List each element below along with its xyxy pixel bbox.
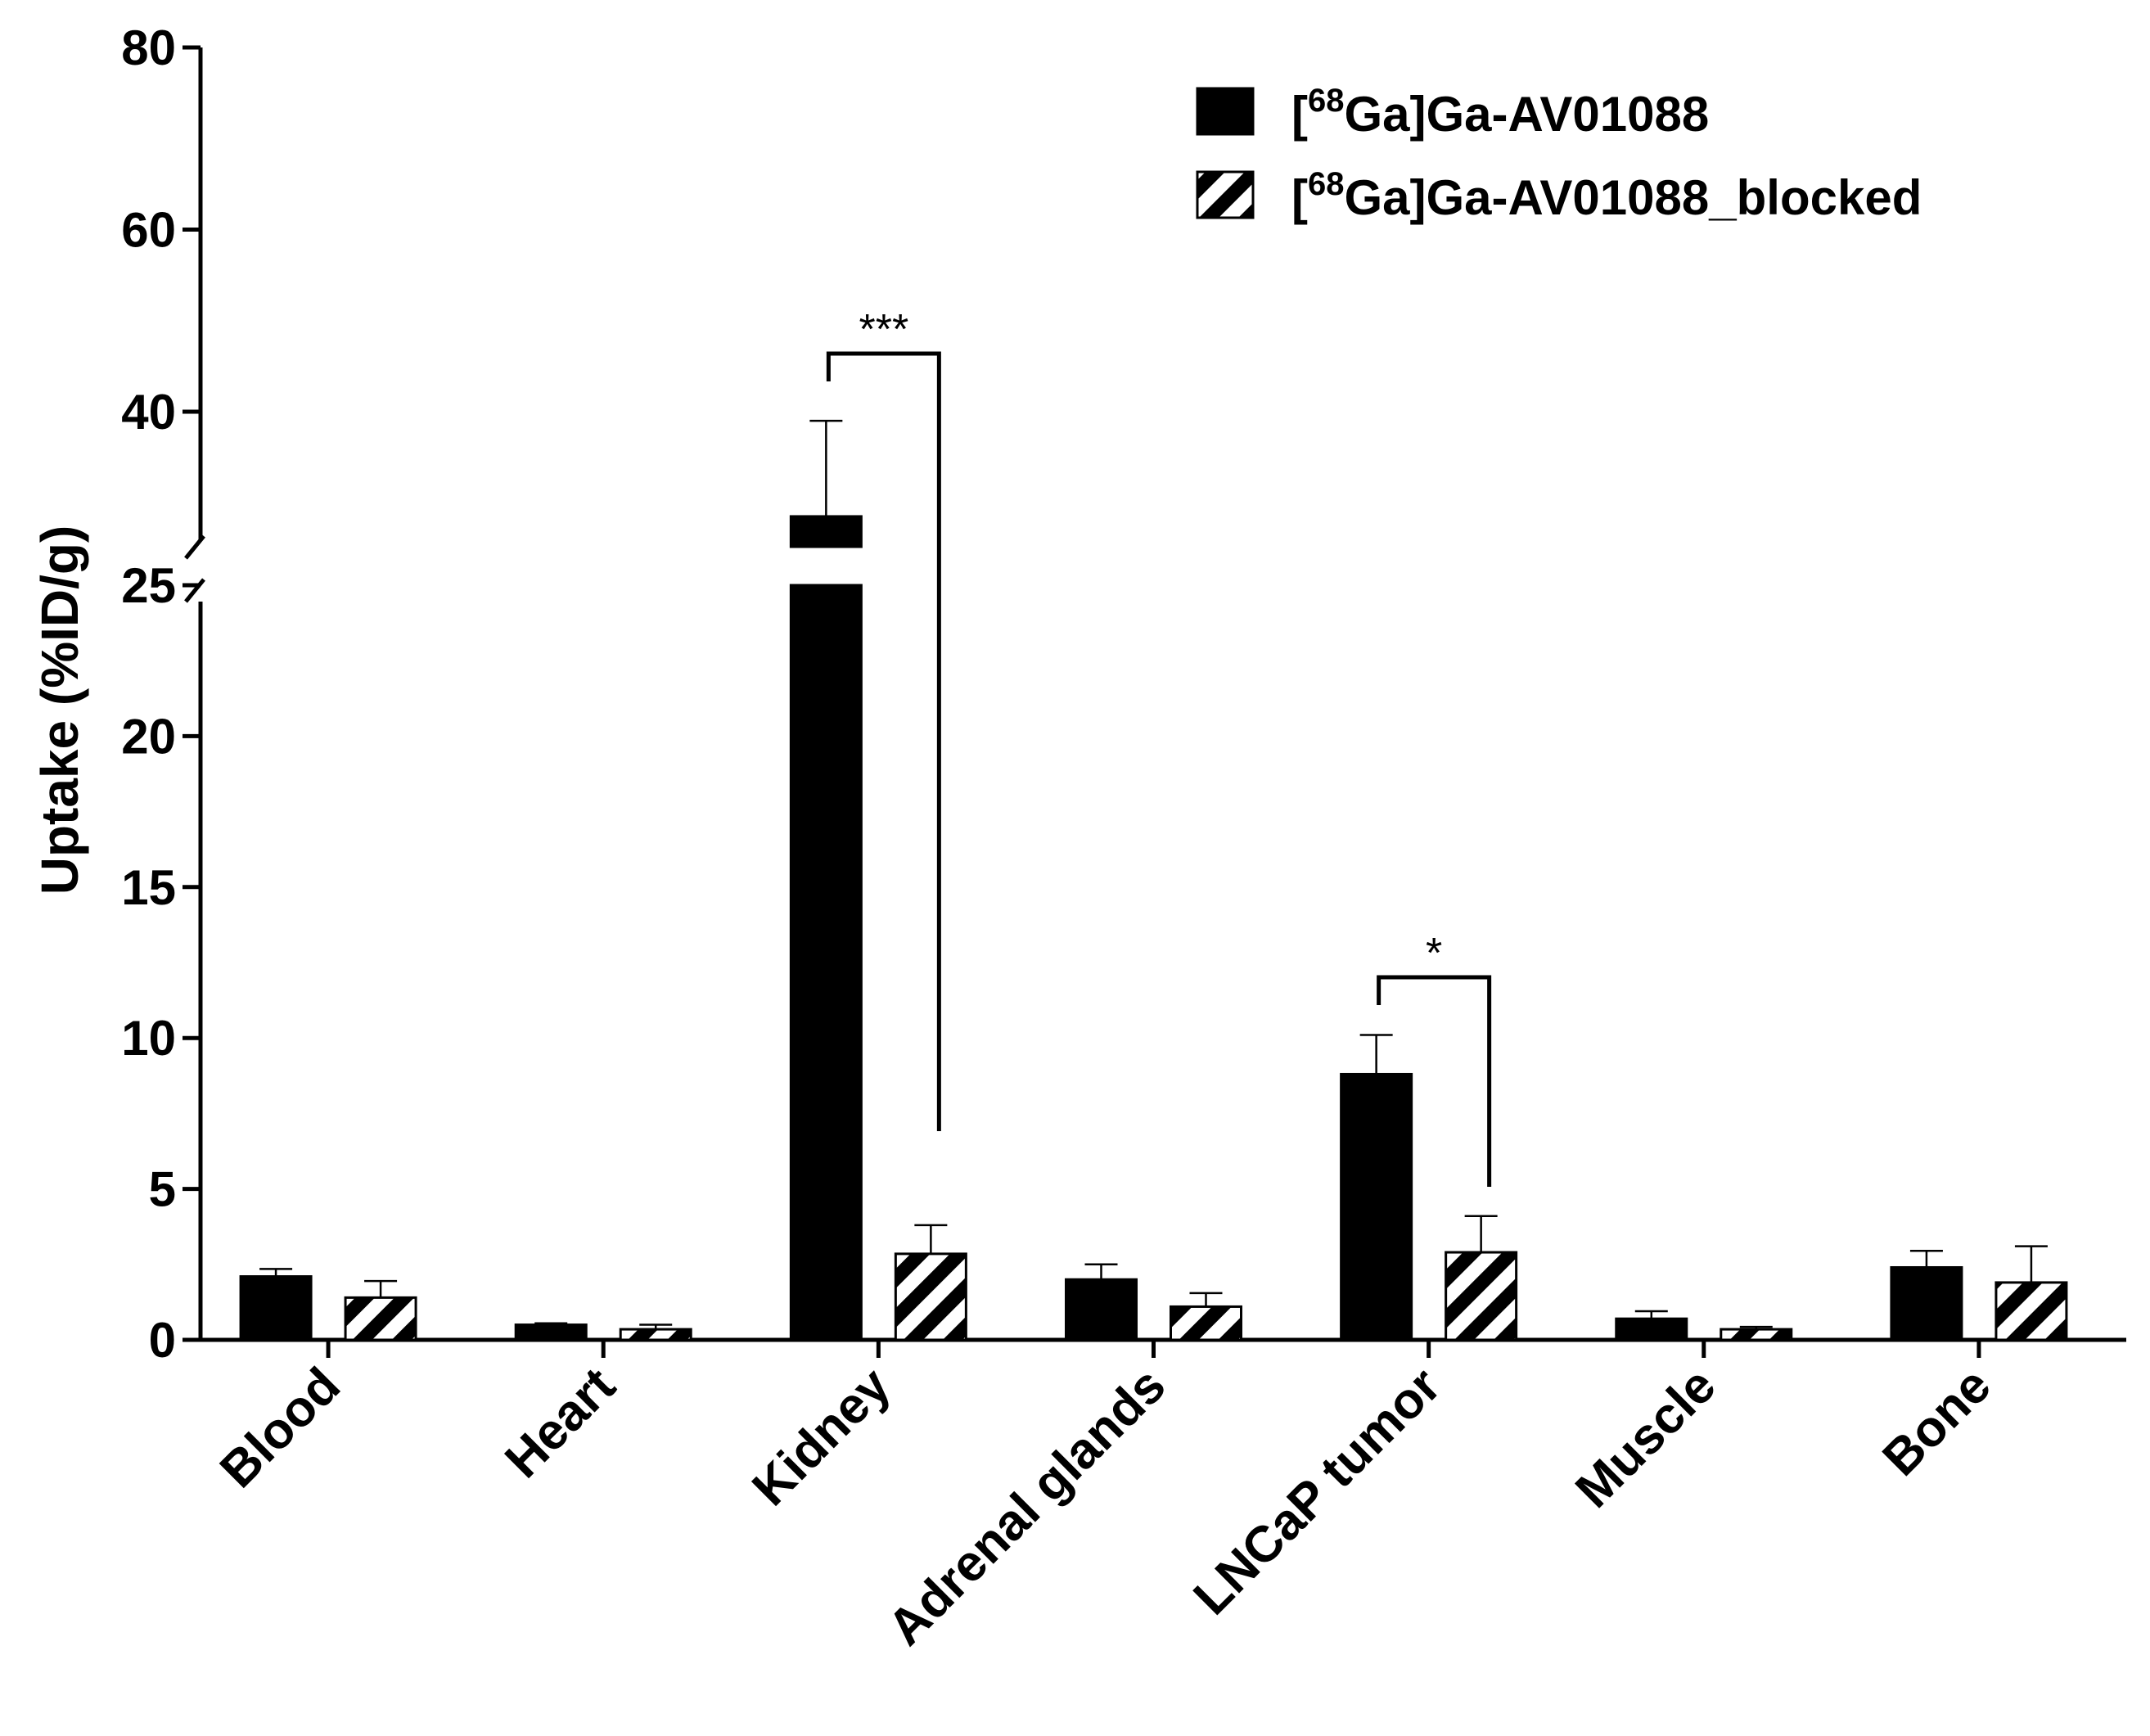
x-tick-label: Muscle bbox=[1565, 1357, 1726, 1518]
legend-swatch bbox=[1196, 170, 1255, 219]
x-tick-label: Heart bbox=[494, 1357, 626, 1489]
bar bbox=[1720, 1328, 1793, 1341]
x-tick-label: LNCaP tumor bbox=[1183, 1357, 1451, 1626]
y-tick-label: 40 bbox=[121, 385, 176, 440]
y-tick-label: 80 bbox=[121, 20, 176, 75]
legend-label: [68Ga]Ga-AV01088 bbox=[1291, 83, 1709, 142]
bar bbox=[789, 515, 863, 548]
bar bbox=[619, 1328, 692, 1341]
legend: [68Ga]Ga-AV01088 [68Ga]Ga-AV01088_blocked bbox=[1196, 83, 1922, 225]
bar bbox=[789, 584, 863, 1341]
x-tick-label: Blood bbox=[210, 1357, 351, 1499]
labels-layer: 0 5 10 15 20 25 40 60 80 Uptake (%ID/g) Blood Heart… bbox=[30, 20, 2002, 1657]
axes bbox=[183, 45, 2126, 1358]
bar bbox=[1170, 1305, 1242, 1341]
bar bbox=[1445, 1251, 1518, 1341]
bar bbox=[344, 1296, 417, 1341]
error-bars-layer bbox=[259, 419, 2048, 1330]
bar bbox=[1615, 1317, 1688, 1341]
y-tick-label: 15 bbox=[121, 860, 176, 915]
significance-label: *** bbox=[859, 306, 908, 354]
bar bbox=[1340, 1072, 1413, 1341]
significance-layer: **** bbox=[826, 306, 1492, 1187]
x-tick-label: Bone bbox=[1872, 1357, 2001, 1486]
bar bbox=[239, 1275, 313, 1341]
y-tick-label: 20 bbox=[121, 709, 176, 764]
bars-layer bbox=[239, 515, 2068, 1341]
legend-label: [68Ga]Ga-AV01088_blocked bbox=[1291, 166, 1922, 225]
y-tick-label: 10 bbox=[121, 1011, 176, 1066]
x-tick-label: Kidney bbox=[741, 1357, 901, 1517]
y-tick-label: 25 bbox=[121, 558, 176, 613]
bar bbox=[894, 1252, 967, 1341]
y-axis-break-mark bbox=[184, 578, 205, 603]
significance-bracket bbox=[1377, 975, 1492, 1187]
significance-label: * bbox=[1426, 930, 1442, 977]
significance-bracket bbox=[826, 351, 941, 1131]
bar bbox=[1994, 1281, 2068, 1341]
y-axis-title: Uptake (%ID/g) bbox=[30, 525, 89, 895]
bar bbox=[1065, 1278, 1138, 1341]
y-tick-label: 0 bbox=[149, 1313, 176, 1368]
y-tick-label: 60 bbox=[121, 203, 176, 258]
y-tick-label: 5 bbox=[149, 1162, 176, 1217]
x-tick-label: Adrenal glands bbox=[877, 1357, 1176, 1656]
bar bbox=[1890, 1265, 1963, 1341]
y-axis-break-mark bbox=[184, 534, 205, 560]
bar bbox=[514, 1323, 588, 1341]
legend-swatch bbox=[1196, 87, 1255, 136]
